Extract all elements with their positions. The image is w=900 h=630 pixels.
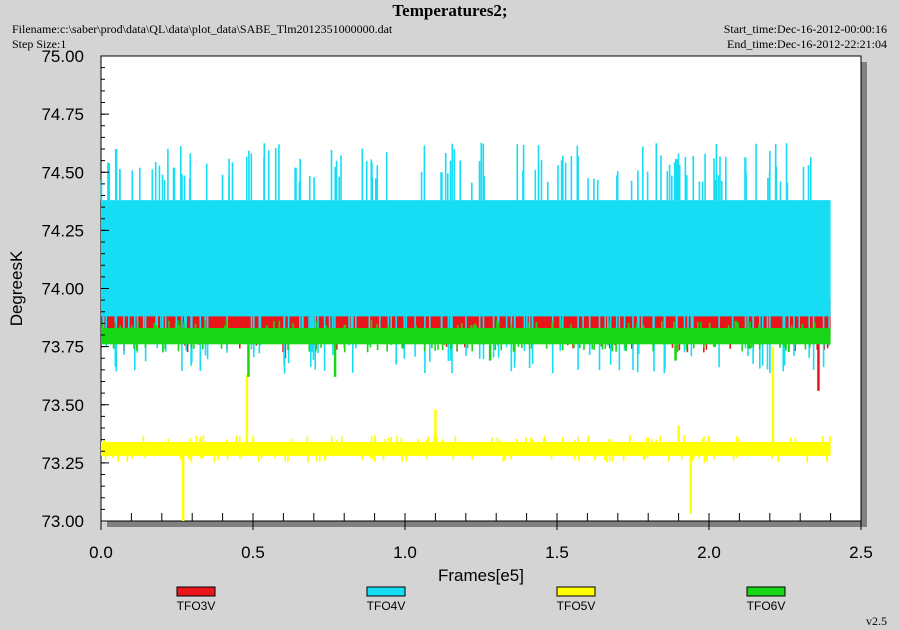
- step-size-label: Step Size:1: [12, 37, 67, 51]
- start-time-label: Start_time:Dec-16-2012-00:00:16: [723, 22, 887, 36]
- series-tfo6v: [101, 319, 831, 377]
- y-axis-label: DegreesK: [7, 250, 26, 326]
- legend-item-tfo3v: TFO3V: [176, 586, 216, 613]
- x-axis-label: Frames[e5]: [438, 566, 524, 585]
- legend-item-tfo6v: TFO6V: [746, 586, 786, 613]
- legend-item-tfo5v: TFO5V: [556, 586, 596, 613]
- series-tfo5v: [101, 346, 831, 521]
- legend-label: TFO5V: [557, 599, 596, 613]
- end-time-label: End_time:Dec-16-2012-22:21:04: [727, 37, 887, 51]
- y-tick-label: 74.50: [41, 163, 84, 182]
- legend-label: TFO4V: [367, 599, 406, 613]
- x-tick-label: 2.0: [697, 543, 721, 562]
- x-tick-label: 2.5: [849, 543, 873, 562]
- legend-label: TFO3V: [177, 599, 216, 613]
- x-tick-label: 1.5: [545, 543, 569, 562]
- y-tick-label: 75.00: [41, 47, 84, 66]
- legend-swatch: [746, 586, 786, 597]
- version-label: v2.5: [866, 614, 887, 628]
- y-tick-label: 73.00: [41, 512, 84, 531]
- series-tfo4v: [100, 142, 831, 374]
- x-tick-label: 0.5: [241, 543, 265, 562]
- series-band: [101, 200, 831, 317]
- y-tick-label: 74.25: [41, 221, 84, 240]
- axis-layer: 73.00 73.25 73.50 73.75 74.00 74.25 74.50 74.75…: [41, 47, 872, 562]
- y-tick-label: 74.75: [41, 105, 84, 124]
- legend-label: TFO6V: [747, 599, 786, 613]
- x-tick-label: 1.0: [393, 543, 417, 562]
- chart-title: Temperatures2;: [392, 1, 508, 20]
- y-tick-label: 73.50: [41, 396, 84, 415]
- legend-swatch: [176, 586, 216, 597]
- y-tick-label: 73.75: [41, 338, 84, 357]
- series-layer: [100, 142, 831, 521]
- filename-label: Filename:c:\saber\prod\data\QL\data\plot…: [12, 22, 393, 36]
- series-band: [101, 328, 831, 345]
- legend-swatch: [366, 586, 406, 597]
- legend: TFO3V TFO4V TFO5V TFO6V: [176, 586, 786, 613]
- series-jitter: [101, 319, 816, 353]
- x-tick-label: 0.0: [89, 543, 113, 562]
- y-tick-label: 74.00: [41, 280, 84, 299]
- y-tick-label: 73.25: [41, 454, 84, 473]
- legend-swatch: [556, 586, 596, 597]
- series-band: [101, 441, 831, 456]
- legend-item-tfo4v: TFO4V: [366, 586, 406, 613]
